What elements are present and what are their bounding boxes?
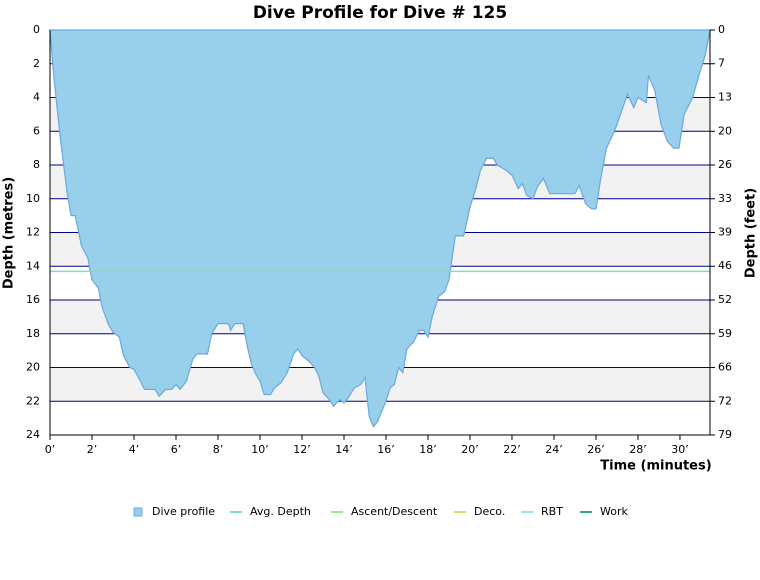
x-tick-label: 18’ [419, 443, 437, 456]
x-tick-label: 8’ [213, 443, 224, 456]
y-tick-label: 20 [26, 361, 40, 374]
y-tick-label: 14 [26, 259, 40, 272]
x-tick-label: 20’ [461, 443, 479, 456]
y2-tick-label: 33 [718, 192, 732, 205]
y-tick-label: 22 [26, 394, 40, 407]
y2-tick-label: 46 [718, 259, 732, 272]
y2-tick-label: 7 [718, 57, 725, 70]
legend-marker [133, 507, 143, 517]
legend-label: Work [600, 505, 628, 518]
x-tick-label: 26’ [587, 443, 605, 456]
legend-label: Dive profile [152, 505, 215, 518]
x-tick-label: 2’ [87, 443, 98, 456]
y-tick-label: 16 [26, 293, 40, 306]
y2-axis-title: Depth (feet) [744, 188, 759, 278]
y-tick-label: 10 [26, 192, 40, 205]
x-tick-label: 30’ [671, 443, 689, 456]
y2-tick-label: 72 [718, 394, 732, 407]
x-axis-title: Time (minutes) [600, 459, 711, 474]
y2-tick-label: 39 [718, 226, 732, 239]
y2-tick-label: 52 [718, 293, 732, 306]
y-tick-label: 6 [33, 124, 40, 137]
legend-label: Ascent/Descent [351, 505, 438, 518]
x-tick-label: 16’ [377, 443, 395, 456]
x-tick-label: 24’ [545, 443, 563, 456]
x-tick-label: 6’ [171, 443, 182, 456]
legend-label: Avg. Depth [250, 505, 311, 518]
y-tick-label: 24 [26, 428, 40, 441]
y2-tick-label: 0 [718, 23, 725, 36]
legend-label: Deco. [474, 505, 505, 518]
dive-profile-area [49, 29, 711, 428]
x-tick-label: 28’ [629, 443, 647, 456]
y2-tick-label: 13 [718, 90, 732, 103]
y-tick-label: 8 [33, 158, 40, 171]
chart-title: Dive Profile for Dive # 125 [253, 3, 507, 23]
y-tick-label: 4 [33, 91, 40, 104]
x-tick-label: 22’ [503, 443, 521, 456]
y2-tick-label: 79 [718, 428, 732, 441]
x-tick-label: 4’ [129, 443, 140, 456]
x-tick-label: 10’ [251, 443, 269, 456]
y2-tick-label: 20 [718, 124, 732, 137]
x-tick-label: 12’ [293, 443, 311, 456]
x-tick-label: 14’ [335, 443, 353, 456]
y-tick-label: 18 [26, 327, 40, 340]
x-tick-label: 0’ [45, 443, 56, 456]
y-tick-label: 0 [33, 23, 40, 36]
y-axis-title: Depth (metres) [2, 177, 17, 289]
y2-tick-label: 59 [718, 327, 732, 340]
y2-tick-label: 26 [718, 158, 732, 171]
legend-label: RBT [541, 505, 563, 518]
y-tick-label: 12 [26, 226, 40, 239]
y2-tick-label: 66 [718, 361, 732, 374]
y-tick-label: 2 [33, 57, 40, 70]
